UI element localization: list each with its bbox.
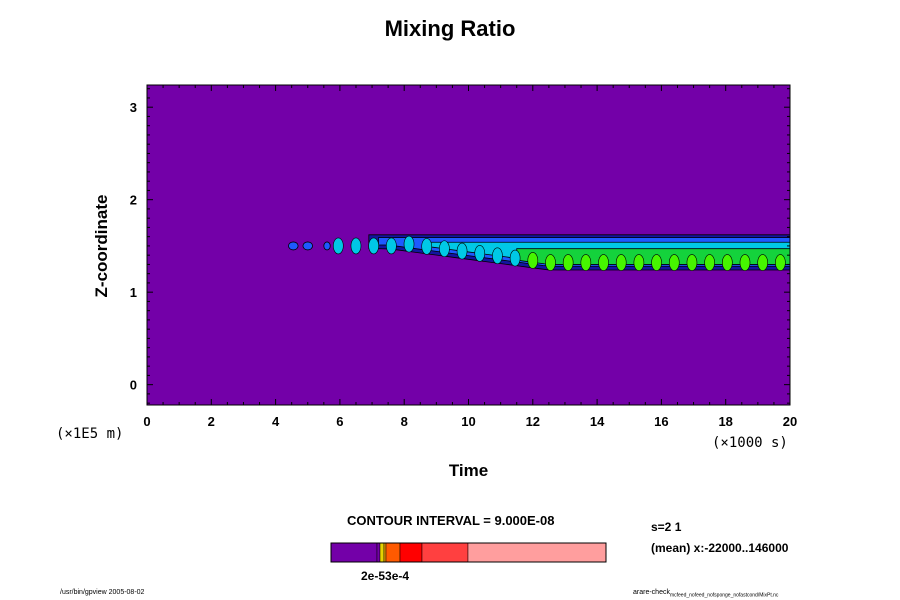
plume-blob	[302, 241, 313, 251]
colorbar-segment	[467, 542, 607, 563]
info-line-2: (mean) x:-22000..146000	[651, 541, 789, 555]
plume-cell	[757, 254, 768, 271]
plume-cell	[598, 254, 609, 271]
colorbar-segment	[421, 542, 469, 563]
plume-cell	[580, 254, 592, 271]
plume-cell	[722, 254, 733, 271]
plume-cell	[332, 237, 344, 255]
plume-cell	[527, 252, 539, 269]
plume-cell	[456, 242, 468, 260]
plume-blob	[323, 241, 331, 251]
plume-cell	[562, 254, 574, 271]
colorbar-segment	[383, 542, 387, 563]
colorbar-segment	[330, 542, 378, 563]
x-tick-label: 8	[401, 414, 408, 429]
footer-left: /usr/bin/gpview 2005-08-02	[60, 589, 145, 596]
y-tick-label: 0	[130, 378, 137, 393]
footer-right-main: arare-check	[633, 589, 670, 596]
color-bar	[330, 542, 607, 563]
plume-cell	[651, 254, 662, 271]
plume-cell	[775, 254, 786, 271]
y-axis-unit: (×1E5 m)	[56, 426, 124, 442]
plume-cell	[668, 254, 680, 271]
x-tick-label: 4	[272, 414, 280, 429]
x-tick-label: 6	[336, 414, 343, 429]
footer-right: arare-checkmcfeed_nofeed_nofsponge_nofas…	[633, 589, 778, 598]
colorbar-segment	[385, 542, 401, 563]
y-tick-label: 1	[130, 285, 137, 300]
colorbar-frame	[330, 542, 607, 563]
colorbar-segment	[376, 542, 381, 563]
plume-cell	[421, 238, 433, 255]
x-tick-label: 14	[590, 414, 605, 429]
plume-cell	[492, 247, 503, 265]
plume-cell	[474, 245, 486, 262]
plume-cell	[509, 249, 521, 267]
plume-cell	[350, 237, 362, 255]
plume-cell	[633, 254, 645, 271]
plume-blob	[288, 241, 299, 251]
x-axis-unit: (×1000 s)	[712, 435, 788, 451]
plume-cell	[615, 254, 627, 271]
contour-interval-label: CONTOUR INTERVAL = 9.000E-08	[347, 513, 555, 528]
x-tick-label: 20	[783, 414, 797, 429]
plume-cell	[386, 237, 397, 255]
plume-cell	[545, 254, 556, 271]
plume-cell	[739, 254, 751, 271]
y-tick-label: 3	[130, 100, 137, 115]
plume-cell	[403, 235, 415, 253]
y-tick-label: 2	[130, 193, 137, 208]
plume-cell	[368, 237, 379, 255]
x-tick-label: 18	[718, 414, 732, 429]
x-tick-label: 12	[526, 414, 540, 429]
info-line-1: s=2 1	[651, 520, 682, 534]
colorbar-label: 2e-53e-4	[361, 569, 410, 583]
mixing-ratio-plume	[288, 234, 790, 271]
x-tick-label: 10	[461, 414, 475, 429]
plume-cell	[439, 240, 450, 258]
y-axis-title: Z-coordinate	[92, 194, 111, 298]
plot-frame	[146, 84, 791, 406]
x-tick-label: 2	[208, 414, 215, 429]
x-axis-title: Time	[448, 461, 489, 480]
colorbar-segment	[379, 542, 385, 563]
footer-right-sub: mcfeed_nofeed_nofsponge_nofastcond/MixPt…	[669, 592, 779, 599]
chart-title: Mixing Ratio	[384, 16, 516, 41]
plume-cell	[704, 254, 715, 271]
colorbar-segment	[399, 542, 423, 563]
x-tick-label: 16	[654, 414, 668, 429]
x-tick-label: 0	[143, 414, 150, 429]
plume-cell	[686, 254, 698, 271]
